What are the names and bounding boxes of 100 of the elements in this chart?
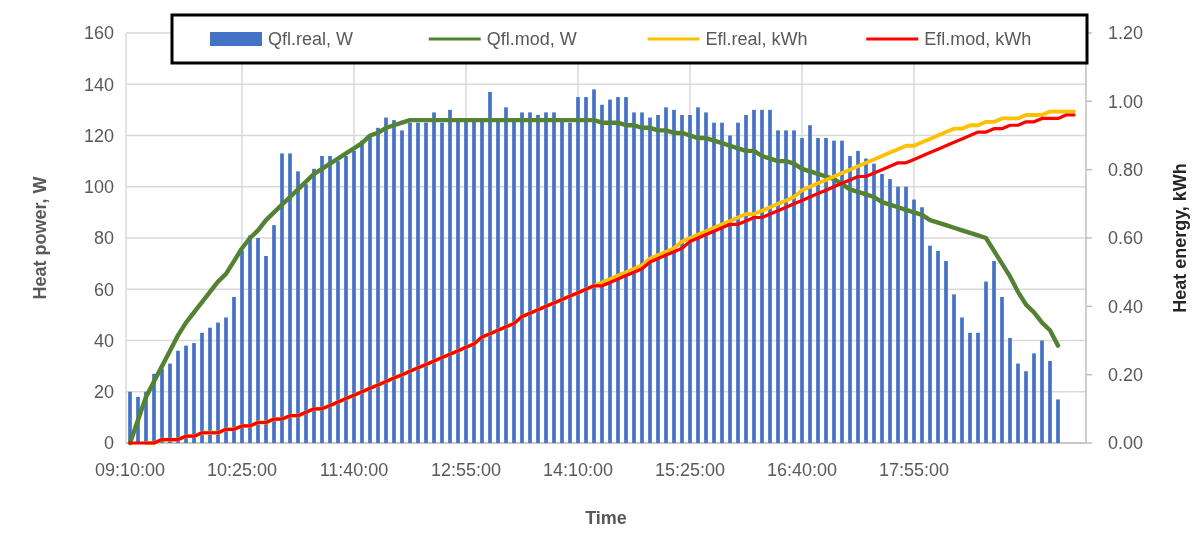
bar	[472, 120, 476, 443]
bar	[512, 120, 516, 443]
y-tick-label: 20	[93, 382, 114, 403]
bar	[888, 179, 892, 443]
bar	[776, 130, 780, 443]
bar	[552, 112, 556, 443]
bar	[360, 140, 364, 443]
bar	[704, 112, 708, 443]
bar	[736, 122, 740, 443]
y2-tick-label: 0.20	[1108, 364, 1144, 385]
bar	[808, 125, 812, 443]
bar	[992, 261, 996, 443]
y2-tick-label: 0.60	[1108, 228, 1144, 249]
bar	[488, 91, 492, 443]
bar	[176, 350, 180, 443]
bar	[264, 255, 268, 443]
y-axis-title: Heat power, W	[30, 176, 50, 300]
bar	[416, 122, 420, 443]
y2-tick-label: 0.80	[1108, 159, 1144, 180]
y-tick-label: 120	[83, 125, 114, 146]
y-tick-label: 0	[103, 433, 114, 454]
bar	[960, 317, 964, 443]
bar	[400, 130, 404, 443]
bar	[208, 327, 212, 443]
bar	[688, 115, 692, 443]
x-tick-label: 11:40:00	[319, 460, 389, 480]
bar	[544, 112, 548, 443]
bar	[640, 112, 644, 443]
bar	[664, 107, 668, 443]
bar	[896, 186, 900, 443]
bar	[504, 107, 508, 443]
bar	[464, 120, 468, 443]
x-tick-label: 15:25:00	[654, 460, 726, 480]
bar	[856, 150, 860, 443]
bar	[840, 140, 844, 443]
bar	[528, 112, 532, 443]
bar	[968, 332, 972, 443]
y-tick-label: 140	[83, 74, 114, 95]
bar	[696, 107, 700, 443]
bar	[792, 130, 796, 443]
bar	[408, 122, 412, 443]
bar	[1048, 361, 1052, 443]
bar	[656, 115, 660, 443]
y-tick-label: 100	[83, 177, 114, 198]
bar	[448, 109, 452, 443]
bar	[496, 120, 500, 443]
bar	[912, 199, 916, 443]
bar	[608, 99, 612, 443]
bar	[1016, 363, 1020, 443]
bar	[872, 163, 876, 443]
x-tick-label: 12:55:00	[430, 460, 502, 480]
bar	[368, 135, 372, 443]
bar	[456, 120, 460, 443]
bar	[784, 130, 788, 443]
y2-tick-label: 0.00	[1108, 433, 1144, 454]
bar	[424, 122, 428, 443]
bar	[632, 112, 636, 443]
bar	[352, 150, 356, 443]
bar	[280, 153, 284, 443]
bar	[928, 245, 932, 443]
bar	[536, 115, 540, 443]
bar	[680, 115, 684, 443]
bar	[744, 115, 748, 443]
bar	[600, 104, 604, 443]
y2-tick-label: 0.40	[1108, 296, 1144, 317]
bar	[824, 138, 828, 443]
bar	[216, 322, 220, 443]
bar	[1008, 337, 1012, 443]
bar	[952, 294, 956, 443]
bar	[184, 345, 188, 443]
bar	[848, 156, 852, 443]
bar	[720, 122, 724, 443]
bar	[288, 153, 292, 443]
legend-label: Qfl.real, W	[268, 29, 354, 50]
bar	[384, 117, 388, 443]
bar	[976, 332, 980, 443]
y2-tick-label: 1.20	[1108, 23, 1144, 44]
bar	[344, 156, 348, 443]
legend-label: Qfl.mod, W	[486, 29, 577, 50]
bar	[984, 281, 988, 443]
bar	[392, 120, 396, 443]
bar	[1056, 399, 1060, 443]
y2-axis-title: Heat energy, kWh	[1170, 163, 1190, 313]
legend-label: Efl.mod, kWh	[924, 29, 1032, 50]
y-tick-label: 60	[93, 279, 114, 300]
bar	[336, 161, 340, 443]
bar	[760, 109, 764, 443]
x-tick-label: 16:40:00	[766, 460, 838, 480]
bar	[816, 138, 820, 443]
bar	[1040, 340, 1044, 443]
bar	[752, 109, 756, 443]
bar	[432, 112, 436, 443]
bar	[560, 120, 564, 443]
bar	[672, 109, 676, 443]
y-tick-label: 40	[93, 330, 114, 351]
x-tick-label: 14:10:00	[542, 460, 614, 480]
bar	[296, 171, 300, 443]
bar	[1024, 371, 1028, 443]
bar	[312, 168, 316, 443]
x-tick-label: 09:10:00	[94, 460, 166, 480]
